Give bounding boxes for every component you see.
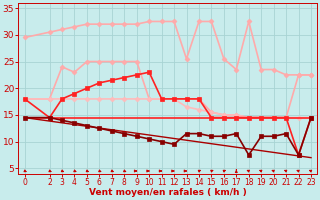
X-axis label: Vent moyen/en rafales ( km/h ): Vent moyen/en rafales ( km/h ) <box>89 188 247 197</box>
